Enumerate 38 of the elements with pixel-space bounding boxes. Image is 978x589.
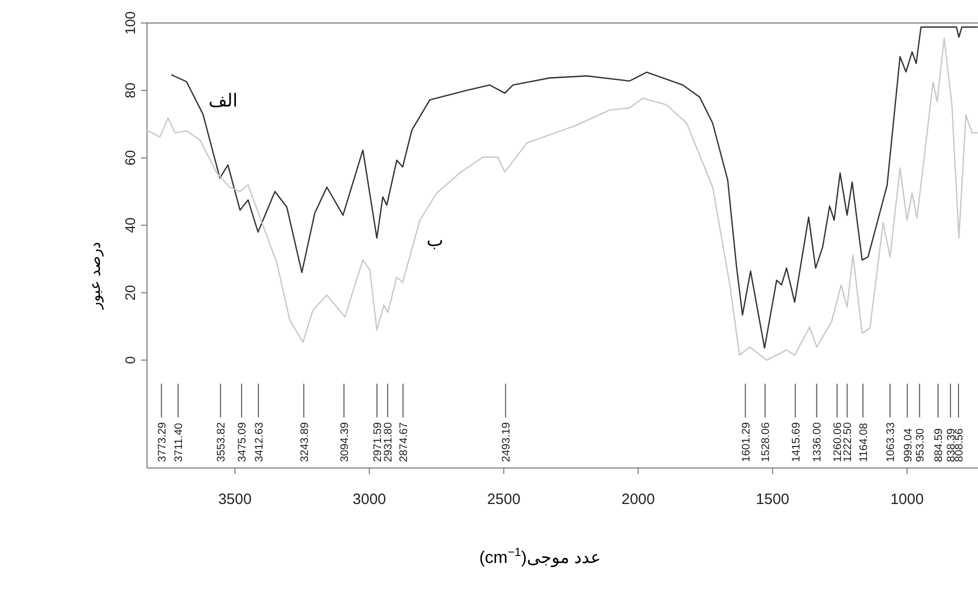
ref-line-label: 3412.63 <box>253 422 266 462</box>
y-tick-label: 80 <box>122 82 138 98</box>
annotation: الف <box>208 90 238 111</box>
annotation: ب <box>426 230 444 250</box>
y-tick-label: 40 <box>122 217 138 234</box>
ref-line-label: 1222.50 <box>842 422 854 462</box>
ref-line-label: 2931.80 <box>382 422 395 462</box>
ref-line-label: 1336.00 <box>812 422 824 462</box>
ref-line-label: 953.30 <box>914 428 927 462</box>
y-tick-label: 100 <box>122 11 138 35</box>
y-tick-label: 60 <box>122 150 138 166</box>
ref-line-label: 1164.08 <box>858 423 870 462</box>
ref-line-label: 2874.67 <box>398 422 410 462</box>
ref-line-label: 3773.29 <box>156 422 168 462</box>
ref-line-label: 808.56 <box>953 428 966 462</box>
x-tick-label: 2000 <box>621 491 655 508</box>
ref-line-label: 2971.59 <box>372 422 384 462</box>
ref-line-label: 1528.06 <box>760 422 772 462</box>
y-tick-label: 20 <box>122 284 138 300</box>
ref-line-label: 3475.09 <box>236 422 249 462</box>
y-tick-label: 0 <box>122 356 138 364</box>
ref-line-label: 1415.69 <box>790 422 802 462</box>
ref-line-label: 2493.19 <box>500 422 513 462</box>
ref-line-label: 1063.33 <box>885 422 897 462</box>
x-tick-label: 3500 <box>218 491 252 508</box>
ref-line-label: 3553.82 <box>215 422 228 462</box>
x-tick-label: 1000 <box>890 491 924 508</box>
ref-line-label: 3094.39 <box>338 422 351 462</box>
ref-line-label: 3243.89 <box>298 422 311 462</box>
y-axis-title: درصد عبور <box>87 242 104 310</box>
ref-line-label: 1260.06 <box>832 422 844 462</box>
x-tick-label: 3000 <box>352 491 386 508</box>
ref-line-label: 3711.40 <box>173 423 186 462</box>
x-tick-label: 1500 <box>756 491 790 508</box>
ref-line-label: 999.04 <box>902 428 914 462</box>
ref-line-label: 1601.29 <box>740 422 752 462</box>
ref-line-label: 884.59 <box>933 428 946 462</box>
x-tick-label: 2500 <box>487 491 520 508</box>
